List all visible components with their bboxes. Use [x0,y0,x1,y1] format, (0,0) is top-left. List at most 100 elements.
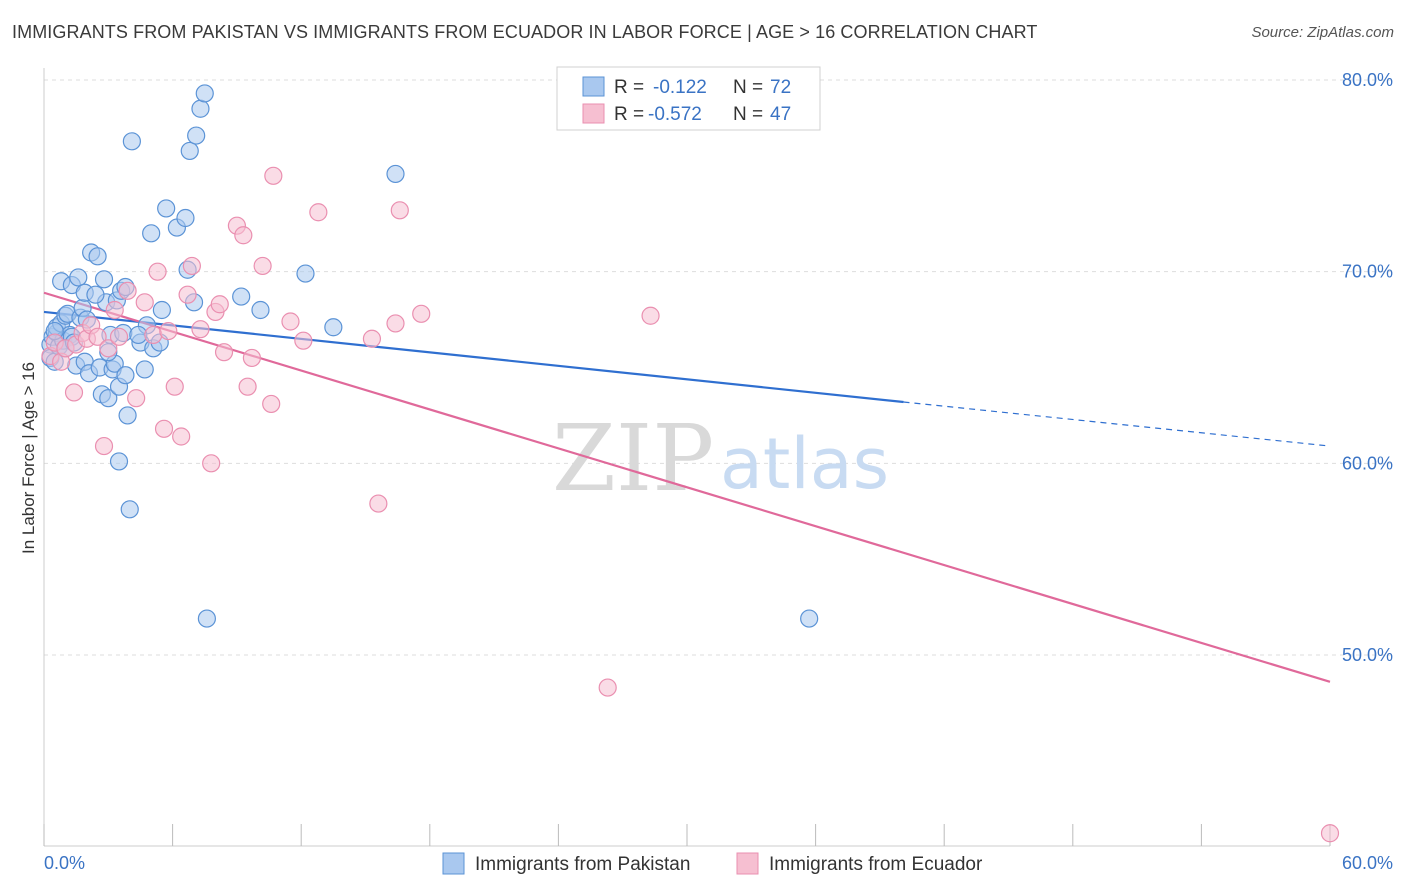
data-point-pakistan [386,164,405,184]
trend-line-pakistan [43,310,904,404]
data-point-pakistan [142,224,161,243]
y-axis-title: In Labor Force | Age > 16 [19,362,38,554]
legend-swatch-pakistan [582,76,605,97]
data-point-pakistan [118,406,137,425]
data-point-ecuador [262,394,281,414]
data-point-pakistan [232,287,251,306]
data-point-ecuador [148,262,167,281]
data-point-pakistan [191,99,210,118]
data-point-ecuador [109,327,129,346]
legend-pakistan-r-label: R = [614,77,644,98]
legend-ecuador-r-label: R = [614,104,644,125]
x-tick-label-max: 60.0% [1342,853,1393,873]
data-point-ecuador [234,226,253,245]
bottom-legend-swatch-ecuador [736,852,759,875]
data-point-ecuador [64,383,84,402]
bottom-legend-pakistan-label: Immigrants from Pakistan [475,854,690,875]
data-point-pakistan [152,300,171,320]
data-point-pakistan [195,84,214,103]
data-point-ecuador [165,377,184,396]
data-point-ecuador [362,329,382,348]
bottom-legend-ecuador-label: Immigrants from Ecuador [769,854,983,875]
legend-box: R = -0.122 N = 72 R = -0.572 N = 47 [556,66,821,131]
data-point-ecuador [88,327,107,346]
axes [43,68,1331,847]
data-point-pakistan [94,270,114,289]
data-point-pakistan [296,264,315,283]
legend-pakistan-r-value: -0.122 [653,77,707,98]
y-tick-label: 70.0% [1342,262,1393,282]
data-point-ecuador [118,281,137,300]
data-point-ecuador [281,312,300,331]
data-point-ecuador [253,256,272,276]
data-point-ecuador [390,201,409,220]
data-point-ecuador [172,427,191,446]
bottom-legend: Immigrants from Pakistan Immigrants from… [442,852,983,875]
data-point-pakistan [251,300,270,320]
data-point-ecuador [191,320,210,339]
data-point-ecuador [238,377,257,396]
data-point-ecuador [369,494,388,513]
data-point-pakistan [800,609,819,628]
data-point-ecuador [210,295,229,314]
data-point-ecuador [641,306,660,325]
data-point-ecuador [127,389,146,408]
watermark-atlas: atlas [720,423,889,505]
data-point-ecuador [309,203,328,222]
y-tick-labels: 50.0% 60.0% 70.0% 80.0% [1342,70,1393,665]
data-point-pakistan [120,500,139,519]
legend-ecuador-n-label: N = [733,104,763,125]
data-point-ecuador [412,304,431,323]
y-tick-label: 60.0% [1342,453,1393,473]
y-tick-label: 50.0% [1342,645,1393,665]
data-point-pakistan [69,268,88,287]
data-point-pakistan [176,208,195,228]
data-point-ecuador [264,166,283,185]
data-point-ecuador [598,678,617,697]
data-point-pakistan [88,247,107,266]
data-point-pakistan [324,318,343,337]
data-point-ecuador [144,325,163,345]
data-point-pakistan [157,199,176,218]
data-point-pakistan [86,285,105,304]
data-point-ecuador [99,339,118,358]
data-point-ecuador [105,300,124,320]
watermark: ZIP atlas [552,405,889,512]
data-point-ecuador [294,331,313,350]
watermark-zip: ZIP [552,405,714,512]
trend-line-ecuador [43,291,1331,683]
trend-lines [43,291,1331,683]
y-tick-label: 80.0% [1342,70,1393,90]
source-credit: Source: ZipAtlas.com [1251,24,1394,41]
data-point-pakistan [109,452,129,471]
data-point-ecuador [386,314,405,333]
chart-title: IMMIGRANTS FROM PAKISTAN VS IMMIGRANTS F… [12,22,1038,42]
data-point-ecuador [159,321,178,341]
data-points [41,84,1340,843]
bottom-legend-swatch-pakistan [442,852,465,875]
data-point-ecuador [135,293,154,312]
trend-line-extension-pakistan [903,401,1331,447]
data-point-ecuador [242,348,262,368]
data-point-pakistan [99,389,118,408]
legend-swatch-ecuador [582,103,605,124]
data-point-ecuador [214,343,234,362]
data-point-ecuador [182,256,201,276]
data-point-pakistan [135,360,154,379]
data-point-pakistan [187,126,206,145]
data-point-pakistan [122,132,141,151]
data-point-ecuador [94,436,114,456]
x-tick-label-min: 0.0% [44,853,85,873]
legend-pakistan-n-label: N = [733,77,763,98]
legend-ecuador-n-value: 47 [770,104,791,125]
data-point-pakistan [197,609,216,628]
data-point-ecuador [202,454,221,473]
data-point-pakistan [116,366,135,385]
data-point-ecuador [1320,824,1340,843]
legend-pakistan-n-value: 72 [770,77,791,98]
data-point-pakistan [180,141,199,161]
legend-ecuador-r-value: -0.572 [648,104,702,125]
grid-lines [44,79,1392,656]
data-point-ecuador [154,419,174,438]
